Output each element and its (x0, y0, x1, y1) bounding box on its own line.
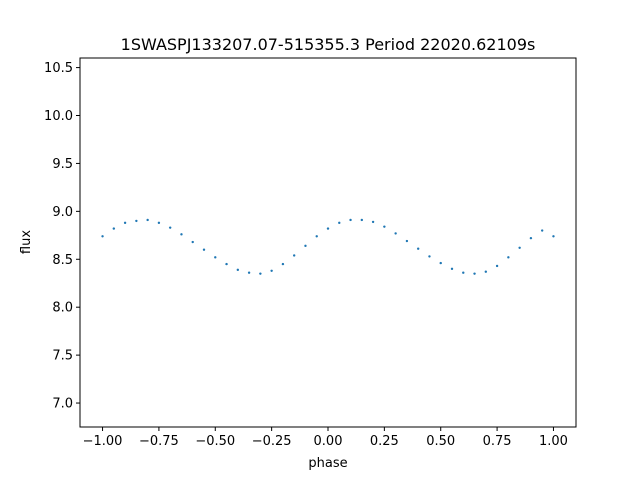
data-point (394, 232, 397, 235)
y-tick-label: 7.0 (52, 397, 73, 412)
data-point (123, 221, 127, 225)
data-point (416, 247, 420, 250)
data-point (101, 235, 104, 238)
y-tick-label: 8.0 (52, 301, 73, 316)
y-tick-label: 9.5 (52, 157, 73, 172)
data-point (495, 264, 499, 268)
data-point (225, 262, 228, 266)
y-tick-label: 7.5 (52, 349, 73, 364)
data-point (405, 239, 409, 243)
data-point (428, 255, 431, 258)
data-point (202, 248, 206, 251)
data-point (304, 244, 307, 248)
data-point (259, 272, 262, 275)
x-tick-label: −0.75 (139, 434, 179, 449)
data-point (484, 270, 488, 273)
data-point (292, 254, 296, 257)
data-point (247, 271, 251, 274)
x-axis-label: phase (308, 456, 347, 471)
data-point (168, 226, 172, 229)
y-tick-label: 8.5 (52, 253, 73, 268)
data-point (529, 236, 533, 240)
y-tick-label: 10.5 (44, 61, 73, 76)
x-tick-label: 0.50 (426, 434, 455, 449)
x-tick-label: −1.00 (83, 434, 123, 449)
data-point (281, 262, 285, 266)
data-point (157, 221, 161, 225)
data-point (462, 271, 465, 274)
data-point (439, 261, 442, 265)
y-tick-label: 9.0 (52, 205, 73, 220)
data-point (180, 233, 183, 236)
x-tick-label: 0.00 (314, 434, 343, 449)
data-point (540, 229, 544, 232)
data-point (326, 227, 330, 230)
data-point (191, 240, 194, 244)
data-point (507, 256, 510, 259)
y-axis: 7.0 7.5 8.0 8.5 9.0 9.5 10.0 10.5 (44, 61, 80, 412)
y-tick-label: 10.0 (44, 109, 73, 124)
data-point (135, 219, 138, 223)
data-point (236, 268, 240, 272)
x-tick-label: −0.50 (195, 434, 235, 449)
data-point (214, 256, 217, 259)
data-points-layer (101, 218, 555, 275)
data-point (518, 246, 521, 249)
data-point (473, 272, 476, 275)
x-axis: −1.00 −0.75 −0.50 −0.25 0.00 0.25 0.50 0.75 1.00 (83, 427, 568, 449)
data-point (383, 225, 386, 228)
x-tick-label: 1.00 (539, 434, 568, 449)
y-axis-label: flux (19, 230, 34, 254)
data-point (552, 235, 555, 238)
data-point (360, 218, 364, 222)
data-point (450, 267, 454, 271)
x-tick-label: −0.25 (252, 434, 292, 449)
data-point (338, 221, 341, 225)
x-tick-label: 0.75 (483, 434, 512, 449)
data-point (349, 218, 352, 222)
data-point (146, 218, 149, 222)
data-point (371, 220, 375, 224)
x-tick-label: 0.25 (370, 434, 399, 449)
chart-title: 1SWASPJ133207.07-515355.3 Period 22020.6… (121, 35, 536, 54)
data-point (112, 227, 116, 230)
data-point (270, 269, 273, 272)
data-point (315, 235, 318, 238)
